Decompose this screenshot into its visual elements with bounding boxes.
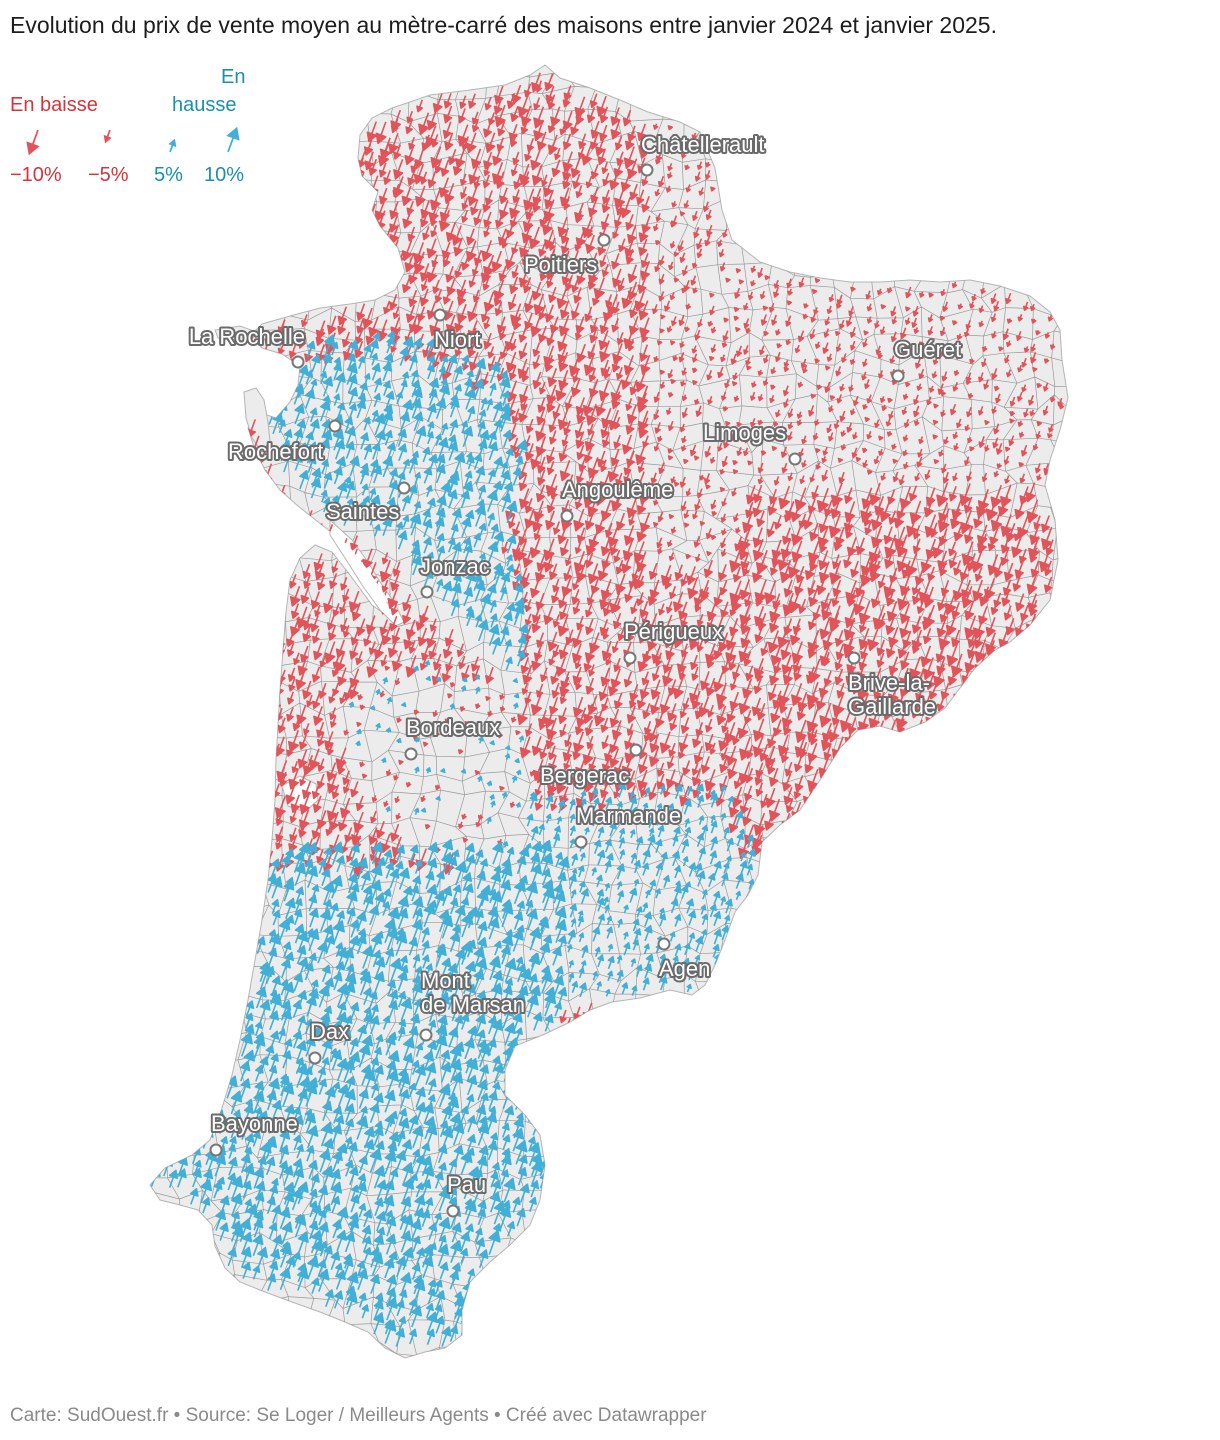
- city-marker: [397, 481, 411, 495]
- city-marker: [291, 355, 305, 369]
- city-limoges: Limoges: [701, 418, 802, 466]
- city-label: Châtellerault: [641, 132, 765, 157]
- city-niort: Niort: [432, 308, 482, 354]
- city-chatellerault: Châtellerault: [639, 130, 767, 177]
- city-brive-la-gaillarde: Brive-la-Gaillarde: [846, 651, 938, 721]
- city-label: Gaillarde: [848, 694, 936, 719]
- re-island: [214, 325, 270, 343]
- city-bordeaux: Bordeaux: [404, 713, 502, 761]
- city-angouleme: Angoulême: [560, 475, 675, 523]
- city-label: Poitiers: [524, 252, 597, 277]
- legend-arrow-plus10: [226, 126, 240, 153]
- price-change-arrows: [150, 72, 1065, 1347]
- city-marker: [308, 1051, 322, 1065]
- city-marker: [560, 509, 574, 523]
- city-saintes: Saintes: [324, 481, 411, 526]
- city-bayonne: Bayonne: [209, 1109, 300, 1157]
- city-marker: [420, 585, 434, 599]
- oleron-island: [243, 387, 271, 453]
- city-label: Bordeaux: [406, 715, 500, 740]
- legend-scale-minus5: −5%: [88, 164, 129, 186]
- city-marker: [640, 163, 654, 177]
- legend-up-label-line2: hausse: [172, 94, 237, 116]
- city-bergerac: Bergerac: [538, 743, 643, 790]
- city-label: Jonzac: [420, 554, 490, 579]
- city-marker: [328, 419, 342, 433]
- city-markers: Châtellerault Poitiers Niort La Rochelle Gué…: [187, 130, 963, 1218]
- city-label: Bergerac: [540, 763, 629, 788]
- city-marker: [657, 937, 671, 951]
- city-label: Pau: [447, 1172, 486, 1197]
- city-label: Saintes: [326, 499, 399, 524]
- city-marker: [788, 452, 802, 466]
- city-label: Agen: [659, 956, 710, 981]
- city-perigueux: Périgueux: [622, 617, 725, 665]
- city-marmande: Marmande: [574, 801, 683, 849]
- city-gueret: Guéret: [891, 335, 963, 383]
- city-label: de Marsan: [421, 992, 525, 1017]
- legend-scale-plus5: 5%: [154, 164, 183, 186]
- city-marker: [433, 308, 447, 322]
- city-label: Niort: [434, 327, 480, 352]
- increase-arrows: [150, 330, 756, 1347]
- city-label: Rochefort: [228, 439, 323, 464]
- city-jonzac: Jonzac: [418, 552, 492, 599]
- city-marker: [629, 743, 643, 757]
- city-marker: [404, 747, 418, 761]
- city-label: Périgueux: [624, 619, 723, 644]
- gironde-estuary: [329, 518, 405, 627]
- city-label: La Rochelle: [189, 324, 305, 349]
- city-label: Brive-la-: [848, 670, 930, 695]
- legend-arrow-plus5: [168, 138, 177, 153]
- city-marker: [623, 651, 637, 665]
- city-label: Limoges: [703, 420, 786, 445]
- legend-arrow-minus10: [26, 129, 40, 156]
- map-title: Evolution du prix de vente moyen au mètr…: [10, 12, 997, 38]
- city-marker: [847, 651, 861, 665]
- legend-down-label: En baisse: [10, 94, 98, 116]
- legend-arrows: [26, 126, 240, 156]
- legend-up-label-line1: En: [221, 66, 246, 88]
- city-marker: [574, 835, 588, 849]
- city-label: Mont: [421, 968, 470, 993]
- city-marker: [209, 1143, 223, 1157]
- city-marker: [891, 369, 905, 383]
- city-rochefort: Rochefort: [226, 419, 342, 466]
- legend-scale-plus10: 10%: [204, 164, 245, 186]
- legend-arrow-minus5: [103, 129, 112, 144]
- city-marker: [446, 1204, 460, 1218]
- city-label: Bayonne: [211, 1111, 298, 1136]
- city-label: Marmande: [576, 803, 681, 828]
- city-label: Guéret: [894, 337, 961, 362]
- city-la-rochelle: La Rochelle: [187, 322, 307, 369]
- city-marker: [419, 1028, 433, 1042]
- city-dax: Dax: [308, 1017, 351, 1065]
- city-marker: [597, 233, 611, 247]
- legend-scale-minus10: −10%: [10, 164, 62, 186]
- city-pau: Pau: [445, 1170, 488, 1218]
- decrease-arrows: [246, 72, 1065, 1038]
- map-credits: Carte: SudOuest.fr • Source: Se Loger / …: [10, 1405, 707, 1426]
- city-poitiers: Poitiers: [522, 233, 611, 279]
- city-label: Angoulême: [562, 477, 673, 502]
- city-agen: Agen: [657, 937, 712, 983]
- city-label: Dax: [310, 1019, 349, 1044]
